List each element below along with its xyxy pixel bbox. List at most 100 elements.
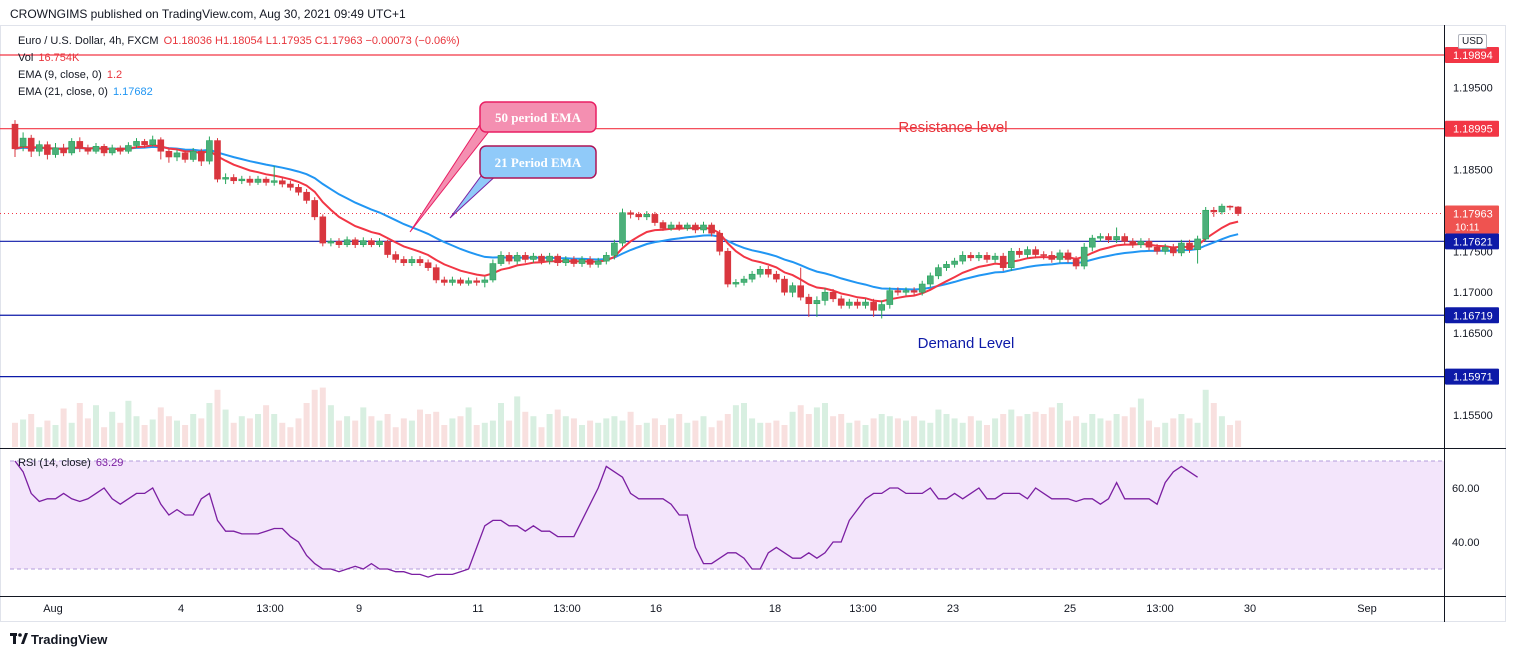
candle-body [910, 290, 918, 293]
candle-body [1056, 252, 1064, 260]
volume-bar [886, 416, 893, 447]
volume-bar [28, 414, 35, 447]
volume-bar [489, 420, 496, 447]
volume-value: 16.754K [38, 52, 80, 64]
candle-body [1016, 250, 1023, 255]
volume-bar [84, 418, 91, 447]
candle-body [408, 259, 416, 264]
time-tick-label: 30 [1244, 603, 1256, 615]
volume-bar [603, 418, 610, 447]
candle-body [100, 146, 108, 154]
candle-body [108, 147, 116, 154]
price-tag-text: 1.16719 [1453, 310, 1493, 322]
candle-body [303, 191, 310, 201]
candle-body [165, 150, 173, 158]
rsi-line [14, 460, 1198, 578]
symbol-name[interactable]: Euro / U.S. Dollar, 4h, FXCM [18, 35, 159, 47]
candle-body [1194, 238, 1201, 250]
candle-body [432, 267, 440, 281]
rsi-legend[interactable]: RSI (14, close) 63.29 [18, 457, 123, 469]
horizontal-levels [0, 54, 1444, 378]
volume-bar [716, 420, 723, 447]
time-tick-label: 9 [356, 603, 362, 615]
candle-body [1024, 249, 1031, 255]
candle-body [854, 301, 861, 306]
candle-body [813, 300, 821, 305]
ema21-value: 1.17682 [112, 86, 153, 98]
candle-body [52, 147, 59, 155]
volume-bar [595, 422, 602, 447]
candle-body [1089, 237, 1096, 248]
resistance-label: Resistance level [898, 119, 1007, 136]
volume-bar [141, 425, 148, 447]
candle-body [732, 282, 740, 285]
volume-bar [149, 419, 156, 447]
volume-bar [732, 405, 739, 447]
volume-bar [554, 409, 561, 447]
time-tick-label: 16 [650, 603, 662, 615]
volume-bar [60, 408, 67, 447]
candle-body [270, 180, 278, 183]
price-tick-label: 1.18500 [1453, 164, 1493, 176]
candle-body [489, 263, 497, 281]
candle-body [1129, 241, 1137, 245]
volume-bar [951, 418, 958, 447]
currency-badge[interactable]: USD [1458, 34, 1488, 49]
volume-bar [943, 414, 950, 447]
volume-bar [449, 418, 456, 447]
candle-body [1040, 254, 1047, 256]
candle-body [894, 290, 902, 293]
ema50-callout-text: 50 period EMA [495, 110, 582, 125]
volume-bar [506, 420, 513, 447]
volume-bar [579, 425, 585, 447]
candle-body [594, 260, 602, 265]
volume-bars [12, 387, 1242, 447]
volume-bar [1113, 414, 1120, 447]
volume-bar [165, 416, 172, 447]
candle-body [19, 137, 27, 147]
candle-body [1178, 242, 1185, 254]
tradingview-logo[interactable]: TradingView [10, 632, 107, 647]
candle-body [651, 214, 659, 223]
ema21-callout-box [479, 145, 597, 179]
current-price-text: 1.17963 [1453, 209, 1493, 221]
volume-bar [1129, 407, 1136, 447]
volume-bar [117, 422, 124, 447]
volume-bar [1032, 411, 1039, 447]
candle-body [343, 239, 351, 245]
candle-body [424, 262, 432, 268]
volume-bar [36, 427, 43, 447]
volume-bar [68, 422, 75, 447]
candle-body [983, 255, 991, 260]
candle-body [845, 301, 853, 306]
candle-body [562, 259, 570, 264]
candle-body [473, 280, 481, 283]
ema9-value: 1.2 [106, 69, 123, 81]
price-tick-label: 1.15500 [1453, 410, 1493, 422]
volume-bar [425, 414, 432, 447]
candle-body [951, 260, 958, 265]
volume-bar [279, 422, 286, 447]
price-tag-support [1445, 233, 1499, 250]
ema21-legend[interactable]: EMA (21, close, 0) 1.17682 [18, 86, 153, 98]
volume-bar [1162, 422, 1169, 447]
countdown-text: 10:11 [1455, 223, 1480, 234]
candle-body [1145, 241, 1153, 248]
callouts: 50 period EMA 21 Period EMA Resistance lev… [409, 101, 1014, 352]
volume-bar [246, 418, 253, 447]
time-tick-label: 4 [178, 603, 184, 615]
volume-bar [611, 416, 618, 447]
volume-bar [271, 414, 278, 447]
volume-legend[interactable]: Vol 16.754K [18, 52, 79, 64]
price-tick-label: 1.16500 [1453, 328, 1493, 340]
candle-body [376, 241, 383, 245]
ema9-legend[interactable]: EMA (9, close, 0) 1.2 [18, 69, 122, 81]
volume-bar [222, 409, 229, 447]
price-tag-top [1445, 47, 1499, 64]
candle-body [692, 224, 699, 231]
volume-bar [376, 420, 383, 447]
volume-bar [692, 420, 699, 447]
volume-bar [1073, 416, 1080, 447]
volume-bar [530, 416, 537, 447]
candle-body [918, 283, 926, 293]
